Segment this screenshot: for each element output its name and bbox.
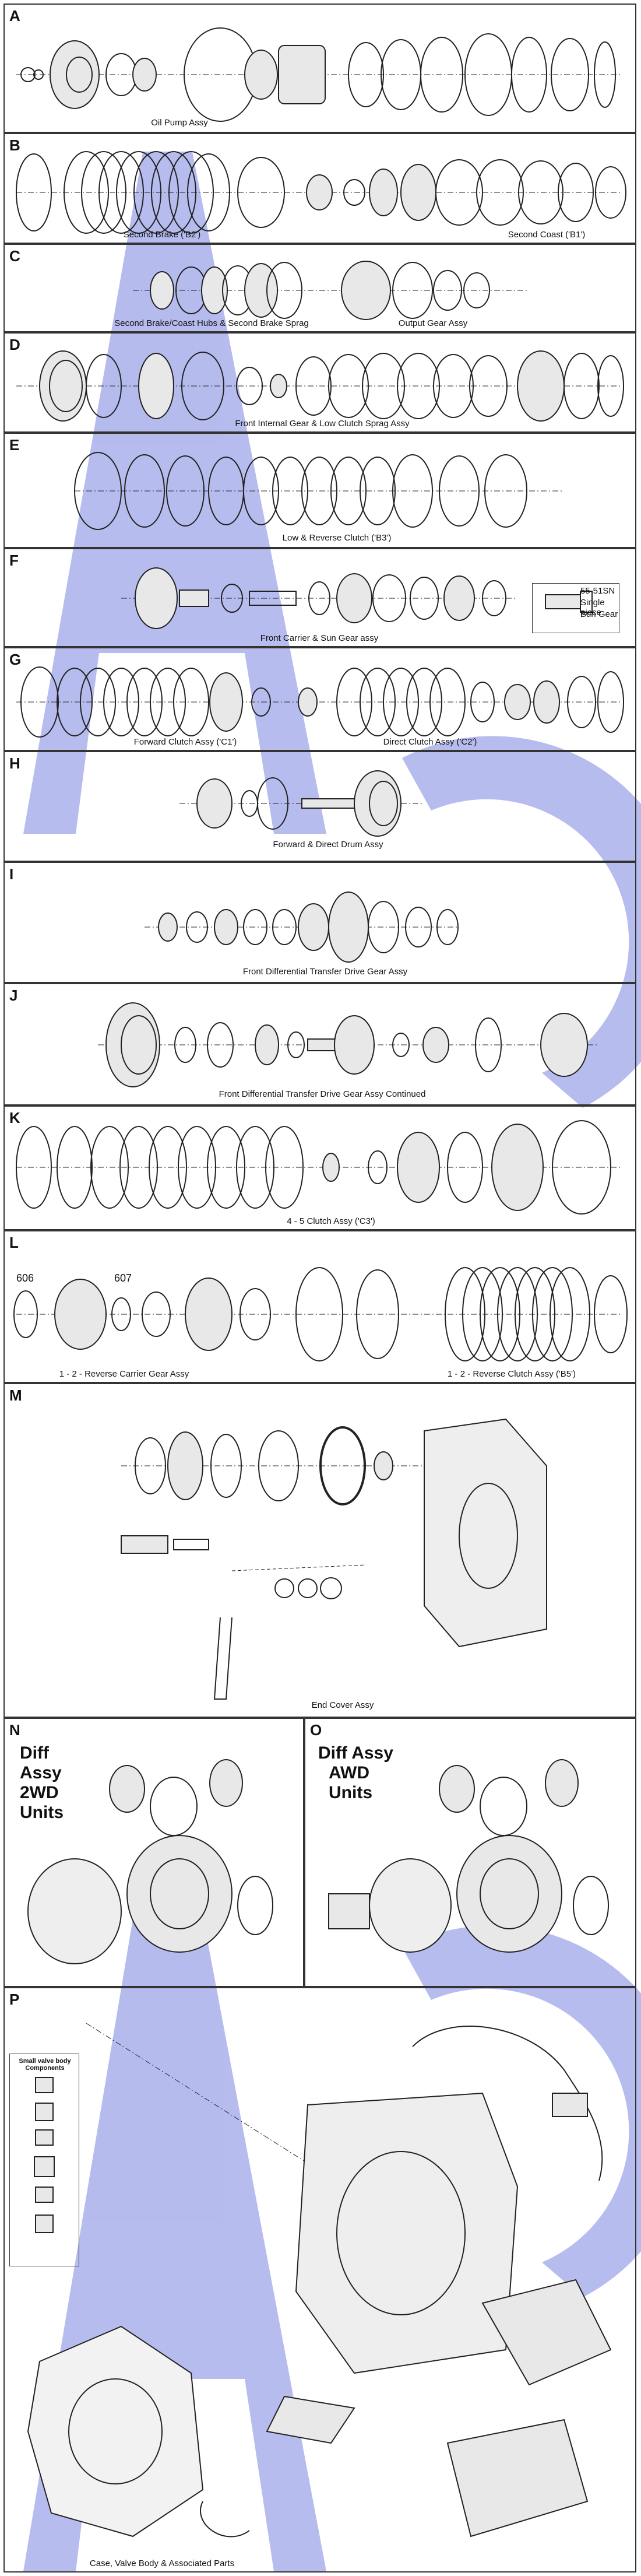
caption-forward-direct-drum: Forward & Direct Drum Assy xyxy=(273,840,383,850)
reverse-carrier-and-clutch-exploded-view xyxy=(13,1267,628,1361)
section-j-panel: J Front Differential Transfer Drive Gear… xyxy=(3,983,636,1105)
section-k-panel: K 4 - 5 Clutch Assy ('C3') xyxy=(3,1105,636,1230)
caption-end-cover: End Cover Assy xyxy=(311,1700,374,1710)
case-valve-body-exploded-view xyxy=(27,2023,612,2538)
section-l-panel: L 606 607 1 - 2 - Reverse Carrier Gear A… xyxy=(3,1230,636,1383)
section-f-panel: F 55-51SN Single piece Sun Gear Front Ca… xyxy=(3,548,636,647)
caption-clutch-c3: 4 - 5 Clutch Assy ('C3') xyxy=(287,1216,375,1226)
section-d-panel: D Front Internal Gear & Low Clutch Sprag… xyxy=(3,332,636,433)
caption-case-valve-body: Case, Valve Body & Associated Parts xyxy=(89,2559,235,2568)
section-m-panel: M End Cover Assy xyxy=(3,1383,636,1718)
caption-low-reverse-clutch: Low & Reverse Clutch ('B3') xyxy=(282,533,392,543)
section-label: O xyxy=(310,1721,322,1739)
section-p-panel: P Small valve body Components Case, Valv… xyxy=(3,1987,636,2573)
caption-front-carrier: Front Carrier & Sun Gear assy xyxy=(260,633,379,643)
diff-awd-exploded-view xyxy=(328,1759,609,1953)
caption-output-gear: Output Gear Assy xyxy=(398,318,468,328)
section-label: A xyxy=(9,7,20,24)
section-i-panel: I Front Differential Transfer Drive Gear… xyxy=(3,862,636,983)
section-label: I xyxy=(9,865,14,883)
second-brake-hubs-exploded-view xyxy=(133,261,529,320)
section-label: D xyxy=(9,336,20,353)
clutch-c3-exploded-view xyxy=(16,1120,622,1215)
diff-2wd-title-line-2: Assy xyxy=(20,1763,62,1782)
front-diff-transfer-gear-continued-exploded-view xyxy=(98,1002,599,1087)
caption-reverse-clutch: 1 - 2 - Reverse Clutch Assy ('B5') xyxy=(448,1369,576,1379)
diff-awd-title-line-1: Diff Assy xyxy=(318,1743,393,1763)
caption-direct-clutch: Direct Clutch Assy ('C2') xyxy=(383,737,477,747)
part-number-606: 606 xyxy=(16,1272,34,1284)
section-label: M xyxy=(9,1387,22,1404)
part-number-607: 607 xyxy=(114,1272,132,1284)
section-e-panel: E Low & Reverse Clutch ('B3') xyxy=(3,433,636,548)
caption-front-diff-continued: Front Differential Transfer Drive Gear A… xyxy=(219,1089,426,1099)
callout-line-1: 55-51SN xyxy=(580,586,615,596)
caption-front-diff-transfer-gear: Front Differential Transfer Drive Gear A… xyxy=(242,967,408,977)
section-label: E xyxy=(9,436,20,454)
low-reverse-clutch-exploded-view xyxy=(74,452,564,530)
section-label: G xyxy=(9,651,22,668)
section-a-panel: A Oil Pump Assy xyxy=(3,3,636,133)
section-label: L xyxy=(9,1234,19,1251)
diff-awd-title-line-2: AWD xyxy=(329,1763,369,1782)
second-brake-exploded-view xyxy=(16,151,626,234)
caption-second-coast: Second Coast ('B1') xyxy=(508,230,586,240)
section-o-panel: O Diff Assy AWD Units xyxy=(304,1718,636,1987)
front-diff-transfer-gear-exploded-view xyxy=(145,892,459,963)
section-h-panel: H Forward & Direct Drum Assy xyxy=(3,751,636,862)
diff-2wd-title-line-3: 2WD xyxy=(20,1783,59,1802)
section-c-panel: C Second Brake/Coast Hubs & Second Brake… xyxy=(3,244,636,332)
section-label: P xyxy=(9,1991,20,2008)
caption-reverse-carrier: 1 - 2 - Reverse Carrier Gear Assy xyxy=(59,1369,189,1379)
caption-second-brake-hubs: Second Brake/Coast Hubs & Second Brake S… xyxy=(114,318,309,328)
section-label: H xyxy=(9,754,20,772)
diff-2wd-exploded-view xyxy=(27,1759,273,1964)
clutch-c1-c2-exploded-view xyxy=(16,666,624,738)
diff-2wd-title-line-4: Units xyxy=(20,1803,64,1822)
caption-front-internal-gear: Front Internal Gear & Low Clutch Sprag A… xyxy=(235,419,410,429)
front-internal-gear-exploded-view xyxy=(16,350,624,422)
callout-line-3: Sun Gear xyxy=(580,609,618,619)
end-cover-exploded-view xyxy=(121,1418,547,1700)
section-label: K xyxy=(9,1109,20,1126)
section-n-panel: N Diff Assy 2WD Units xyxy=(3,1718,304,1987)
section-label: N xyxy=(9,1721,20,1739)
caption-forward-clutch: Forward Clutch Assy ('C1') xyxy=(133,737,237,747)
section-b-panel: B Second Brake ('B2') Second Coast ('B1'… xyxy=(3,133,636,244)
section-label: B xyxy=(9,136,20,154)
oil-pump-exploded-view xyxy=(16,27,622,122)
diff-2wd-title-line-1: Diff xyxy=(20,1743,49,1763)
section-g-panel: G Forward Clutch Assy ('C1') Direct Clut… xyxy=(3,647,636,751)
caption-oil-pump: Oil Pump Assy xyxy=(151,118,208,128)
sun-gear-callout-box: 55-51SN Single piece Sun Gear xyxy=(532,583,619,633)
section-label: J xyxy=(9,987,18,1004)
diff-awd-title-line-3: Units xyxy=(329,1783,372,1802)
caption-second-brake: Second Brake ('B2') xyxy=(123,230,201,240)
section-label: C xyxy=(9,247,20,265)
section-label: F xyxy=(9,552,19,569)
callout-line-2: Single piece xyxy=(580,598,605,617)
